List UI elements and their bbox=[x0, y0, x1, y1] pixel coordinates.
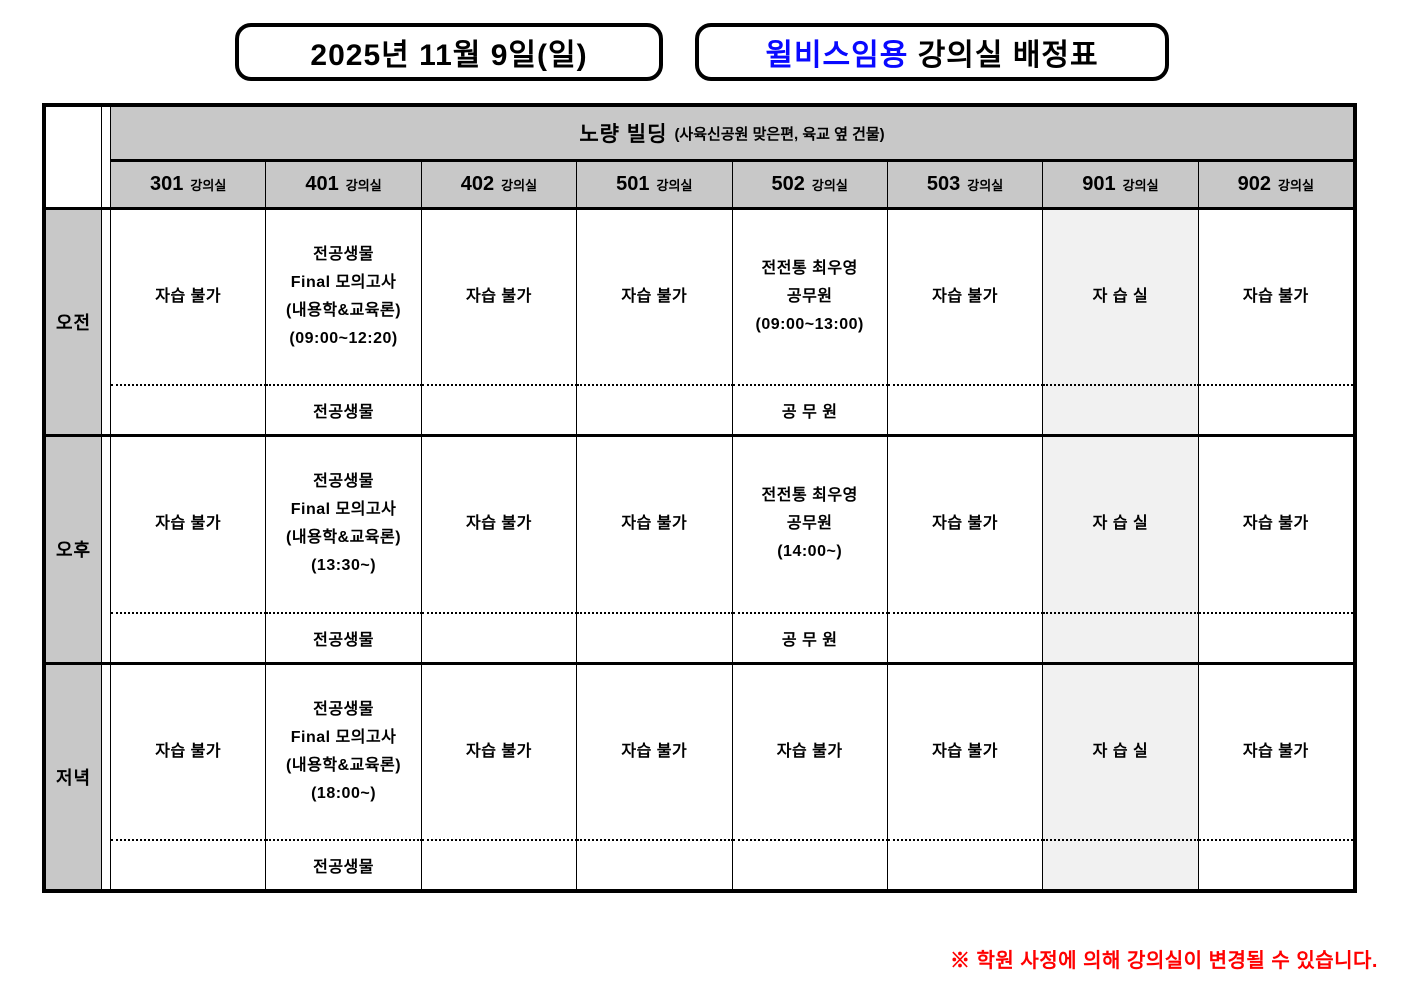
date-box: 2025년 11월 9일(일) bbox=[235, 23, 663, 81]
schedule-subcell bbox=[577, 386, 733, 435]
schedule-cell: 자습 불가 bbox=[887, 664, 1044, 841]
spacer-column bbox=[102, 107, 111, 207]
schedule-cell: 자습 불가 bbox=[421, 437, 578, 614]
row-label-morning: 오전 bbox=[46, 210, 102, 435]
building-header: 노량 빌딩 (사육신공원 맞은편, 육교 옆 건물) bbox=[111, 107, 1353, 162]
schedule-cell: 자습 불가 bbox=[577, 210, 733, 387]
schedule-cell: 전공생물 Final 모의고사 (내용학&교육론) (09:00~12:20) bbox=[266, 210, 422, 387]
room-header-401: 401 강의실 bbox=[266, 162, 422, 207]
self-study-cell: 자 습 실 bbox=[1043, 664, 1199, 841]
schedule-subcell: 공 무 원 bbox=[733, 386, 888, 435]
room-header-row: 301 강의실 401 강의실 402 강의실 501 강의실 502 강의실 503 강의… bbox=[111, 162, 1353, 207]
room-header-502: 502 강의실 bbox=[733, 162, 888, 207]
schedule-subcell: 공 무 원 bbox=[733, 613, 888, 662]
spacer-column bbox=[102, 664, 111, 889]
schedule-cell: 자습 불가 bbox=[421, 210, 578, 387]
schedule-subcell bbox=[111, 386, 267, 435]
schedule-subcell bbox=[422, 386, 578, 435]
schedule-subcell bbox=[577, 840, 733, 889]
room-header-402: 402 강의실 bbox=[422, 162, 578, 207]
self-study-cell: 자 습 실 bbox=[1043, 210, 1199, 387]
schedule-subcell bbox=[1199, 841, 1353, 889]
room-header-901: 901 강의실 bbox=[1043, 162, 1199, 207]
schedule-cell: 자습 불가 bbox=[1198, 437, 1353, 614]
row-group-afternoon: 오후 자습 불가 전공생물 Final 모의고사 (내용학&교육론) (13:3… bbox=[46, 437, 1353, 665]
schedule-subcell bbox=[888, 386, 1044, 435]
schedule-subcell bbox=[111, 613, 267, 662]
spacer-column bbox=[102, 437, 111, 662]
change-notice: ※ 학원 사정에 의해 강의실이 변경될 수 있습니다. bbox=[949, 950, 1378, 972]
schedule-subcell bbox=[1199, 614, 1353, 662]
schedule-cell: 자습 불가 bbox=[111, 664, 267, 841]
schedule-cell: 전공생물 Final 모의고사 (내용학&교육론) (18:00~) bbox=[266, 664, 422, 841]
schedule-cell: 전전통 최우영 공무원 (09:00~13:00) bbox=[732, 210, 888, 387]
brand-name: 윌비스임용 bbox=[765, 39, 909, 72]
room-header-902: 902 강의실 bbox=[1237, 173, 1314, 195]
self-study-subcell bbox=[1043, 386, 1199, 435]
schedule-subcell bbox=[577, 613, 733, 662]
schedule-subcell: 전공생물 bbox=[266, 840, 422, 889]
schedule-cell: 자습 불가 bbox=[111, 210, 267, 387]
schedule-cell: 자습 불가 bbox=[111, 437, 267, 614]
schedule-cell: 자습 불가 bbox=[1198, 210, 1353, 387]
schedule-subcell: 전공생물 bbox=[266, 386, 422, 435]
schedule-subcell bbox=[888, 613, 1044, 662]
row-label-afternoon: 오후 bbox=[46, 437, 102, 662]
self-study-cell: 자 습 실 bbox=[1043, 437, 1199, 614]
spacer-column bbox=[102, 210, 111, 435]
title-box: 윌비스임용 강의실 배정표 bbox=[695, 23, 1169, 81]
schedule-cell: 전공생물 Final 모의고사 (내용학&교육론) (13:30~) bbox=[266, 437, 422, 614]
schedule-cell: 자습 불가 bbox=[1198, 665, 1353, 841]
schedule-cell: 자습 불가 bbox=[577, 437, 733, 614]
schedule-cell: 자습 불가 bbox=[421, 664, 578, 841]
building-note: (사육신공원 맞은편, 육교 옆 건물) bbox=[674, 125, 885, 143]
title-text: 강의실 배정표 bbox=[908, 39, 1099, 72]
schedule-subcell bbox=[422, 840, 578, 889]
room-header-501: 501 강의실 bbox=[577, 162, 733, 207]
date-text: 2025년 11월 9일(일) bbox=[310, 39, 588, 72]
schedule-subcell bbox=[1199, 386, 1353, 434]
self-study-subcell bbox=[1043, 613, 1199, 662]
schedule-table: 노량 빌딩 (사육신공원 맞은편, 육교 옆 건물) 301 강의실 401 강의실… bbox=[42, 103, 1357, 893]
room-header-301: 301 강의실 bbox=[111, 162, 267, 207]
self-study-subcell bbox=[1043, 840, 1199, 889]
schedule-subcell: 전공생물 bbox=[266, 613, 422, 662]
schedule-cell: 자습 불가 bbox=[732, 664, 888, 841]
schedule-subcell bbox=[733, 840, 888, 889]
room-header-503: 503 강의실 bbox=[888, 162, 1044, 207]
corner-cell bbox=[46, 107, 102, 207]
schedule-cell: 자습 불가 bbox=[577, 664, 733, 841]
schedule-cell: 전전통 최우영 공무원 (14:00~) bbox=[732, 437, 888, 614]
schedule-subcell bbox=[111, 840, 267, 889]
schedule-cell: 자습 불가 bbox=[887, 437, 1044, 614]
schedule-subcell bbox=[422, 613, 578, 662]
table-header: 노량 빌딩 (사육신공원 맞은편, 육교 옆 건물) 301 강의실 401 강의실… bbox=[46, 107, 1353, 210]
row-group-evening: 저녁 자습 불가 전공생물 Final 모의고사 (내용학&교육론) (18:0… bbox=[46, 664, 1353, 889]
schedule-cell: 자습 불가 bbox=[887, 210, 1044, 387]
row-label-evening: 저녁 bbox=[46, 664, 102, 889]
schedule-subcell bbox=[888, 840, 1044, 889]
building-name: 노량 빌딩 bbox=[579, 123, 668, 146]
row-group-morning: 오전 자습 불가 전공생물 Final 모의고사 (내용학&교육론) (09:0… bbox=[46, 210, 1353, 438]
